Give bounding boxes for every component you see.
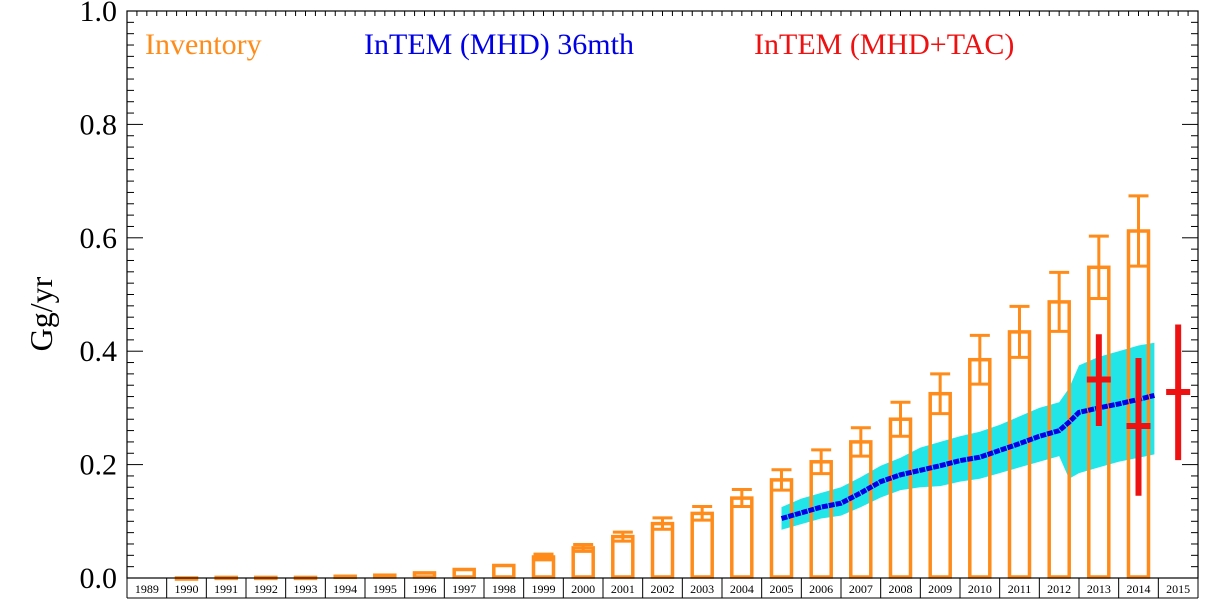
- inventory-bar-2002: [650, 521, 675, 579]
- axis-layer: 0.0 0.2 0.4 0.6 0.8 1.0 1989 1990 1991 1992 1993 19…: [80, 0, 1199, 599]
- y-tick-label: 0.6: [80, 222, 118, 255]
- x-tick-label: 1996: [413, 582, 437, 596]
- x-tick-label: 2002: [651, 582, 675, 596]
- x-tick-label: 2012: [1047, 582, 1071, 596]
- inventory-bar-2008: [888, 417, 913, 579]
- inventory-bar-2003: [690, 511, 714, 579]
- x-tick-label: 2009: [928, 582, 952, 596]
- legend-intem-mhd-tac: InTEM (MHD+TAC): [754, 28, 1014, 61]
- x-tick-label: 1995: [373, 582, 397, 596]
- x-tick-label: 1989: [135, 582, 159, 596]
- y-tick-label: 0.2: [80, 449, 118, 482]
- x-tick-label: 2015: [1166, 582, 1190, 596]
- inventory-bar-1996: [412, 571, 437, 579]
- y-tick-label: 0.4: [80, 335, 118, 368]
- x-tick-label: 2014: [1127, 582, 1151, 596]
- y-axis-label: Gg/yr: [23, 276, 59, 351]
- legend-intem-mhd: InTEM (MHD) 36mth: [364, 28, 634, 61]
- x-tick-label: 2001: [611, 582, 635, 596]
- y-tick-label: 0.0: [80, 562, 118, 595]
- x-tick-label: 1993: [294, 582, 318, 596]
- intem-mhd-line: [780, 392, 1156, 521]
- plot-layer: [174, 194, 1191, 581]
- x-tick-label: 2008: [889, 582, 913, 596]
- inventory-bar-1995: [373, 573, 397, 579]
- inventory-bar-1997: [452, 567, 476, 579]
- inventory-bar-1994: [333, 574, 357, 580]
- y-tick-label: 0.8: [80, 108, 118, 141]
- x-tick-label: 2007: [849, 582, 873, 596]
- x-tick-label: 1998: [492, 582, 516, 596]
- x-tick-label: 2010: [968, 582, 992, 596]
- x-tick-label: 2003: [690, 582, 714, 596]
- x-tick-label: 2004: [730, 582, 754, 596]
- plot-frame: [126, 10, 1199, 579]
- y-tick-label: 1.0: [80, 0, 118, 28]
- x-tick-label: 1997: [452, 582, 476, 596]
- x-tick-label: 2000: [571, 582, 595, 596]
- x-tick-label: 2013: [1087, 582, 1111, 596]
- x-tick-label: 2011: [1008, 582, 1032, 596]
- x-tick-label: 2006: [809, 582, 833, 596]
- x-tick-label: 1991: [214, 582, 238, 596]
- legend-inventory: Inventory: [145, 28, 262, 61]
- x-tick-label: 1999: [532, 582, 556, 596]
- x-tick-label: 1994: [333, 582, 357, 596]
- x-tick-label: 1990: [175, 582, 199, 596]
- inventory-bar-2001: [611, 534, 635, 579]
- x-tick-label: 1992: [254, 582, 278, 596]
- x-tick-label: 2005: [770, 582, 794, 596]
- inventory-bar-2004: [730, 496, 754, 579]
- legend: Inventory InTEM (MHD) 36mth InTEM (MHD+T…: [145, 28, 1014, 61]
- inventory-bar-1998: [492, 563, 516, 579]
